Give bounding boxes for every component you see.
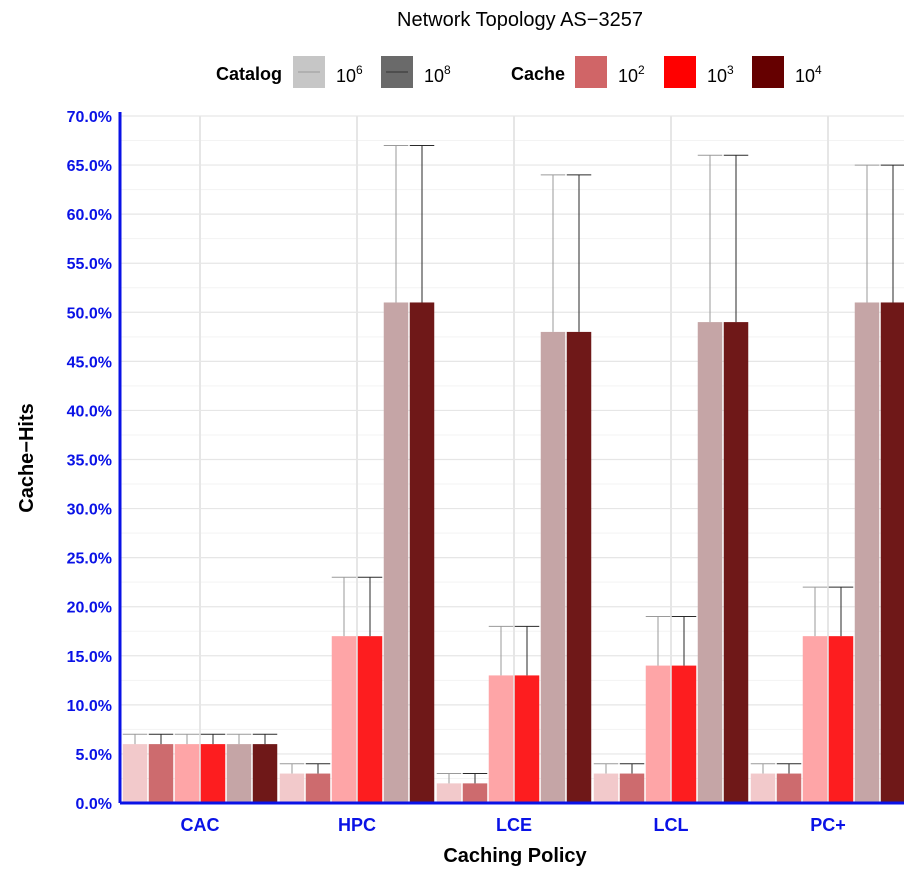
y-tick-label: 15.0% [67,649,112,666]
axes [118,112,904,805]
bar [436,783,462,803]
legend-label-cache-2: 103 [707,63,734,86]
bar [331,636,357,803]
bar [122,744,148,803]
legend-label-catalog-1: 106 [336,63,363,86]
y-tick-label: 60.0% [67,207,112,224]
x-tick-labels: CAC HPC LCE LCL PC+ [181,815,846,835]
y-tick-label: 50.0% [67,305,112,322]
x-tick-label: CAC [181,815,220,835]
bar [697,322,723,803]
legend-label-catalog-2: 108 [424,63,451,86]
bar [671,665,697,803]
y-tick-label: 65.0% [67,158,112,175]
x-tick-label: LCE [496,815,532,835]
y-tick-labels: 0.0% 5.0% 10.0% 15.0% 20.0% 25.0% 30.0% 35.0% 40… [67,109,112,813]
bar [540,331,566,803]
bar [645,665,671,803]
y-tick-label: 45.0% [67,354,112,371]
bar [880,302,904,803]
bar [462,783,488,803]
bar [226,744,252,803]
legend-title-catalog: Catalog [216,64,282,84]
bar [776,773,802,803]
bar [252,744,278,803]
bar [357,636,383,803]
bar [488,675,514,803]
y-tick-label: 0.0% [76,796,112,813]
bar [750,773,776,803]
bar [409,302,435,803]
y-tick-label: 70.0% [67,109,112,126]
y-tick-label: 20.0% [67,600,112,617]
bar [148,744,174,803]
y-axis-title: Cache−Hits [16,403,38,513]
y-tick-label: 35.0% [67,453,112,470]
bar [593,773,619,803]
bar [854,302,880,803]
bar [723,322,749,803]
x-tick-label: HPC [338,815,376,835]
y-tick-label: 5.0% [76,747,112,764]
bar [200,744,226,803]
bar-series-group [122,302,904,803]
legend-title-cache: Cache [511,64,565,84]
bar [383,302,409,803]
bar [174,744,200,803]
legend-swatch-cache-2 [664,56,696,88]
bar [305,773,331,803]
bar [279,773,305,803]
chart-title: Network Topology AS−3257 [397,9,643,31]
error-bar-group [122,144,904,784]
y-tick-label: 40.0% [67,403,112,420]
legend-label-cache-3: 104 [795,63,822,86]
bar [802,636,828,803]
bar [619,773,645,803]
bar [828,636,854,803]
bar [566,331,592,803]
y-tick-label: 10.0% [67,698,112,715]
legend: Catalog 106 108 Cache 102 103 104 [216,56,822,88]
x-axis-title: Caching Policy [443,845,587,867]
y-tick-label: 30.0% [67,502,112,519]
legend-swatch-cache-3 [752,56,784,88]
y-tick-label: 25.0% [67,551,112,568]
y-tick-label: 55.0% [67,256,112,273]
bar [514,675,540,803]
legend-label-cache-1: 102 [618,63,645,86]
x-tick-label: LCL [654,815,689,835]
legend-swatch-cache-1 [575,56,607,88]
x-tick-label: PC+ [810,815,846,835]
